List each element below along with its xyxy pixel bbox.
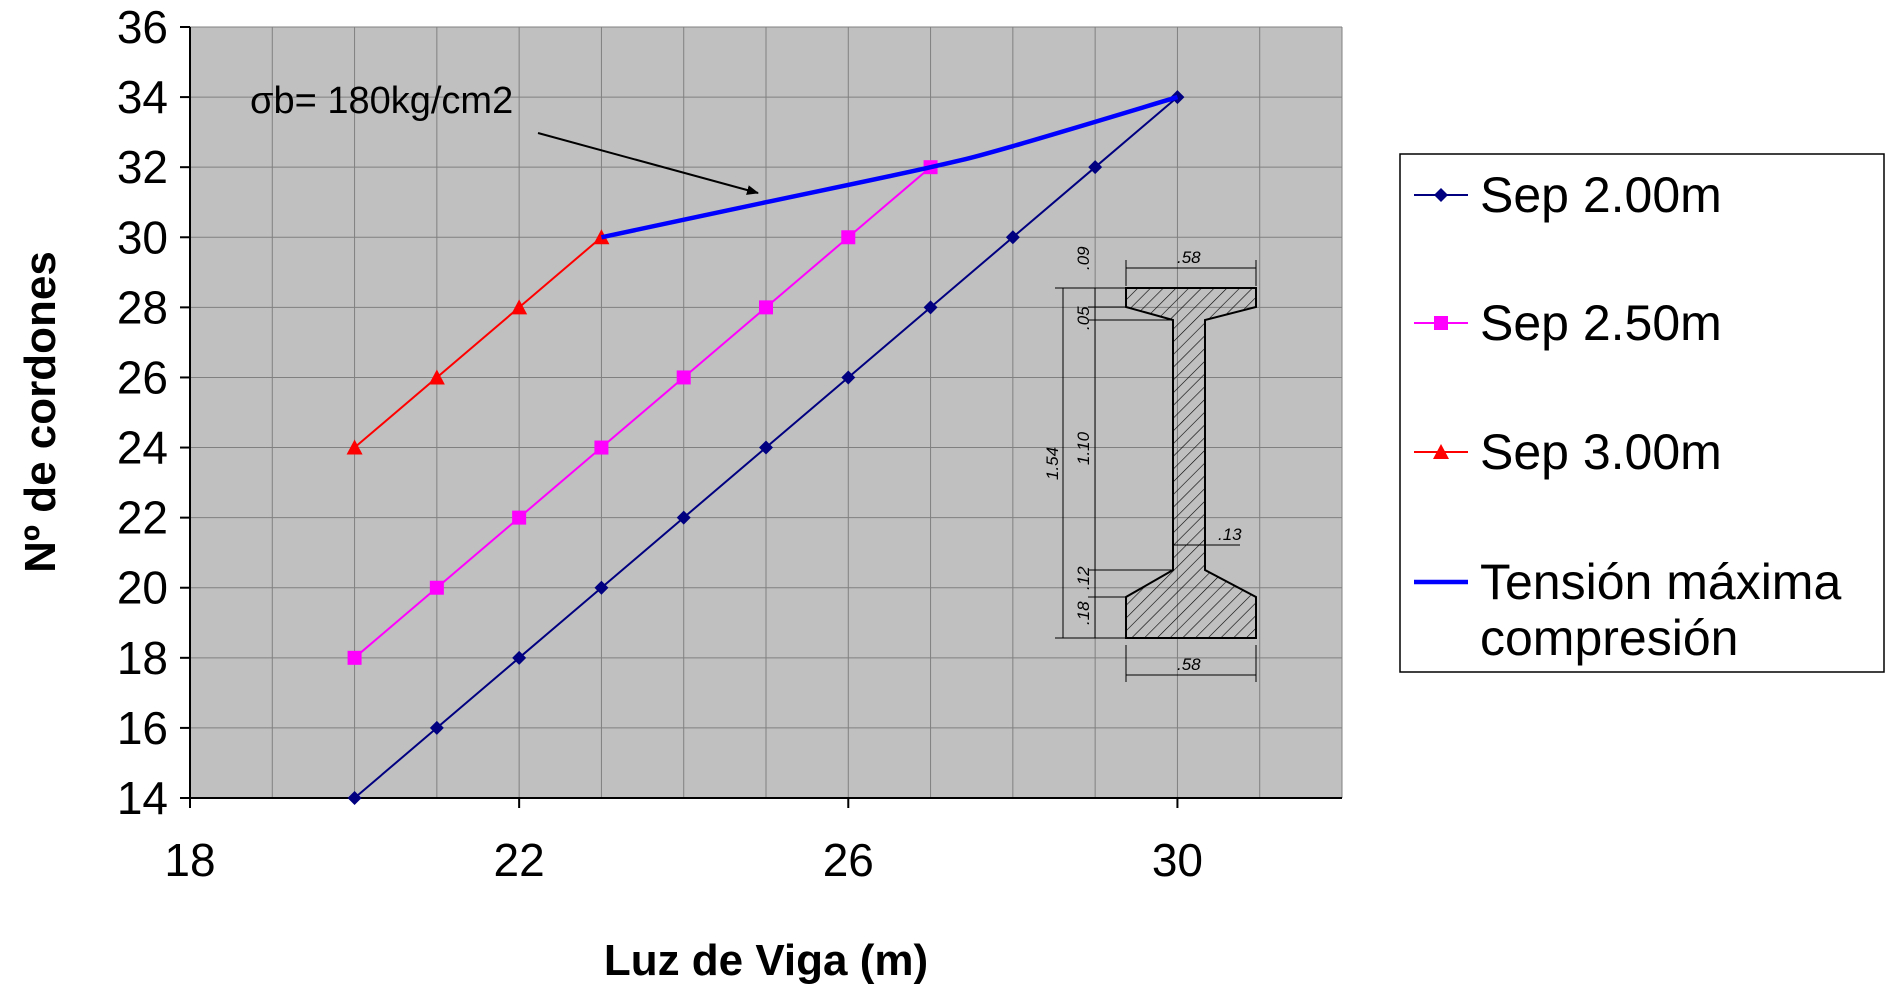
legend-label: Sep 2.00m [1480,167,1722,223]
data-point [347,791,362,805]
dim-total-height: 1.54 [1043,447,1062,480]
legend-marker [1434,188,1448,202]
y-tick-label: 26 [117,351,168,403]
series [346,90,1185,805]
data-point [1170,90,1185,105]
x-axis-title: Luz de Viga (m) [604,936,928,985]
y-tick-label: 28 [117,281,168,333]
dim-bottom-taper: .12 [1074,566,1093,590]
data-point [429,580,444,595]
y-tick-label: 20 [117,562,168,614]
y-tick-label: 22 [117,492,168,544]
dim-web-width: .13 [1218,525,1242,544]
dim-top-flange: .09 [1074,246,1093,270]
data-point [841,370,856,385]
series-line [353,236,603,449]
legend-item: Sep 2.50m [1414,295,1722,351]
data-point [923,300,938,315]
y-tick-label: 30 [117,211,168,263]
data-point [512,650,527,665]
data-point [347,650,362,665]
series-line [353,166,932,659]
legend-marker [1433,444,1449,459]
legend-box [1399,153,1885,673]
dim-bottom-flange: .18 [1074,601,1093,625]
series-line [600,94,1179,240]
annotation-text: σb= 180kg/cm2 [250,80,513,122]
i-beam-cross-section-icon: .58 .58 .09 .05 1.10 1.54 .12 .18 .13 [1043,246,1257,682]
dim-top-taper: .05 [1074,306,1093,330]
data-point [676,510,691,525]
y-tick-label: 18 [117,632,168,684]
annotation: σb= 180kg/cm2 [250,80,759,195]
legend-marker [1434,316,1448,330]
legend-label: Tensión máxima compresión [1480,554,1841,666]
x-tick-label: 26 [823,834,874,886]
legend-item: Tensión máxima compresión [1414,554,1841,666]
legend-label: Sep 2.50m [1480,295,1722,351]
data-point [676,370,691,385]
legend-item: Sep 2.00m [1414,167,1722,223]
x-tick-label: 30 [1152,834,1203,886]
y-tick-label: 36 [117,1,168,53]
legend: Sep 2.00m Sep 2.50m Sep 3.00m Tensión máxim… [1399,153,1885,673]
legend-label: Sep 3.00m [1480,424,1722,480]
data-point [429,720,444,735]
y-tick-label: 16 [117,702,168,754]
dim-web-height: 1.10 [1074,431,1093,465]
y-tick-label: 14 [117,772,168,824]
annotation-arrow [537,132,759,195]
y-tick-label: 32 [117,141,168,193]
x-tick-label: 22 [494,834,545,886]
data-point [1088,160,1103,175]
data-point [1005,230,1020,245]
y-tick-label: 24 [117,422,168,474]
axes [180,26,1342,808]
dim-top-width: .58 [1177,248,1201,267]
data-point [759,300,773,315]
data-point [428,369,445,385]
data-point [511,299,528,315]
series-2 [347,160,938,665]
data-point [594,580,609,595]
y-tick-label: 34 [117,71,168,123]
data-point [594,440,609,455]
series-4 [600,94,1179,240]
data-point [512,510,527,525]
x-tick-label: 18 [164,834,215,886]
tick-labels: 14 16 18 20 22 24 26 28 30 32 34 36 18 22 26 30 [117,1,1203,886]
legend-item: Sep 3.00m [1414,424,1722,480]
data-point [759,440,773,455]
dim-bottom-width: .58 [1177,655,1201,674]
data-point [346,439,363,455]
series-1 [347,90,1185,805]
dimension-lines [1055,260,1257,682]
y-axis-title: Nº de cordones [16,251,65,573]
data-point [841,230,856,245]
